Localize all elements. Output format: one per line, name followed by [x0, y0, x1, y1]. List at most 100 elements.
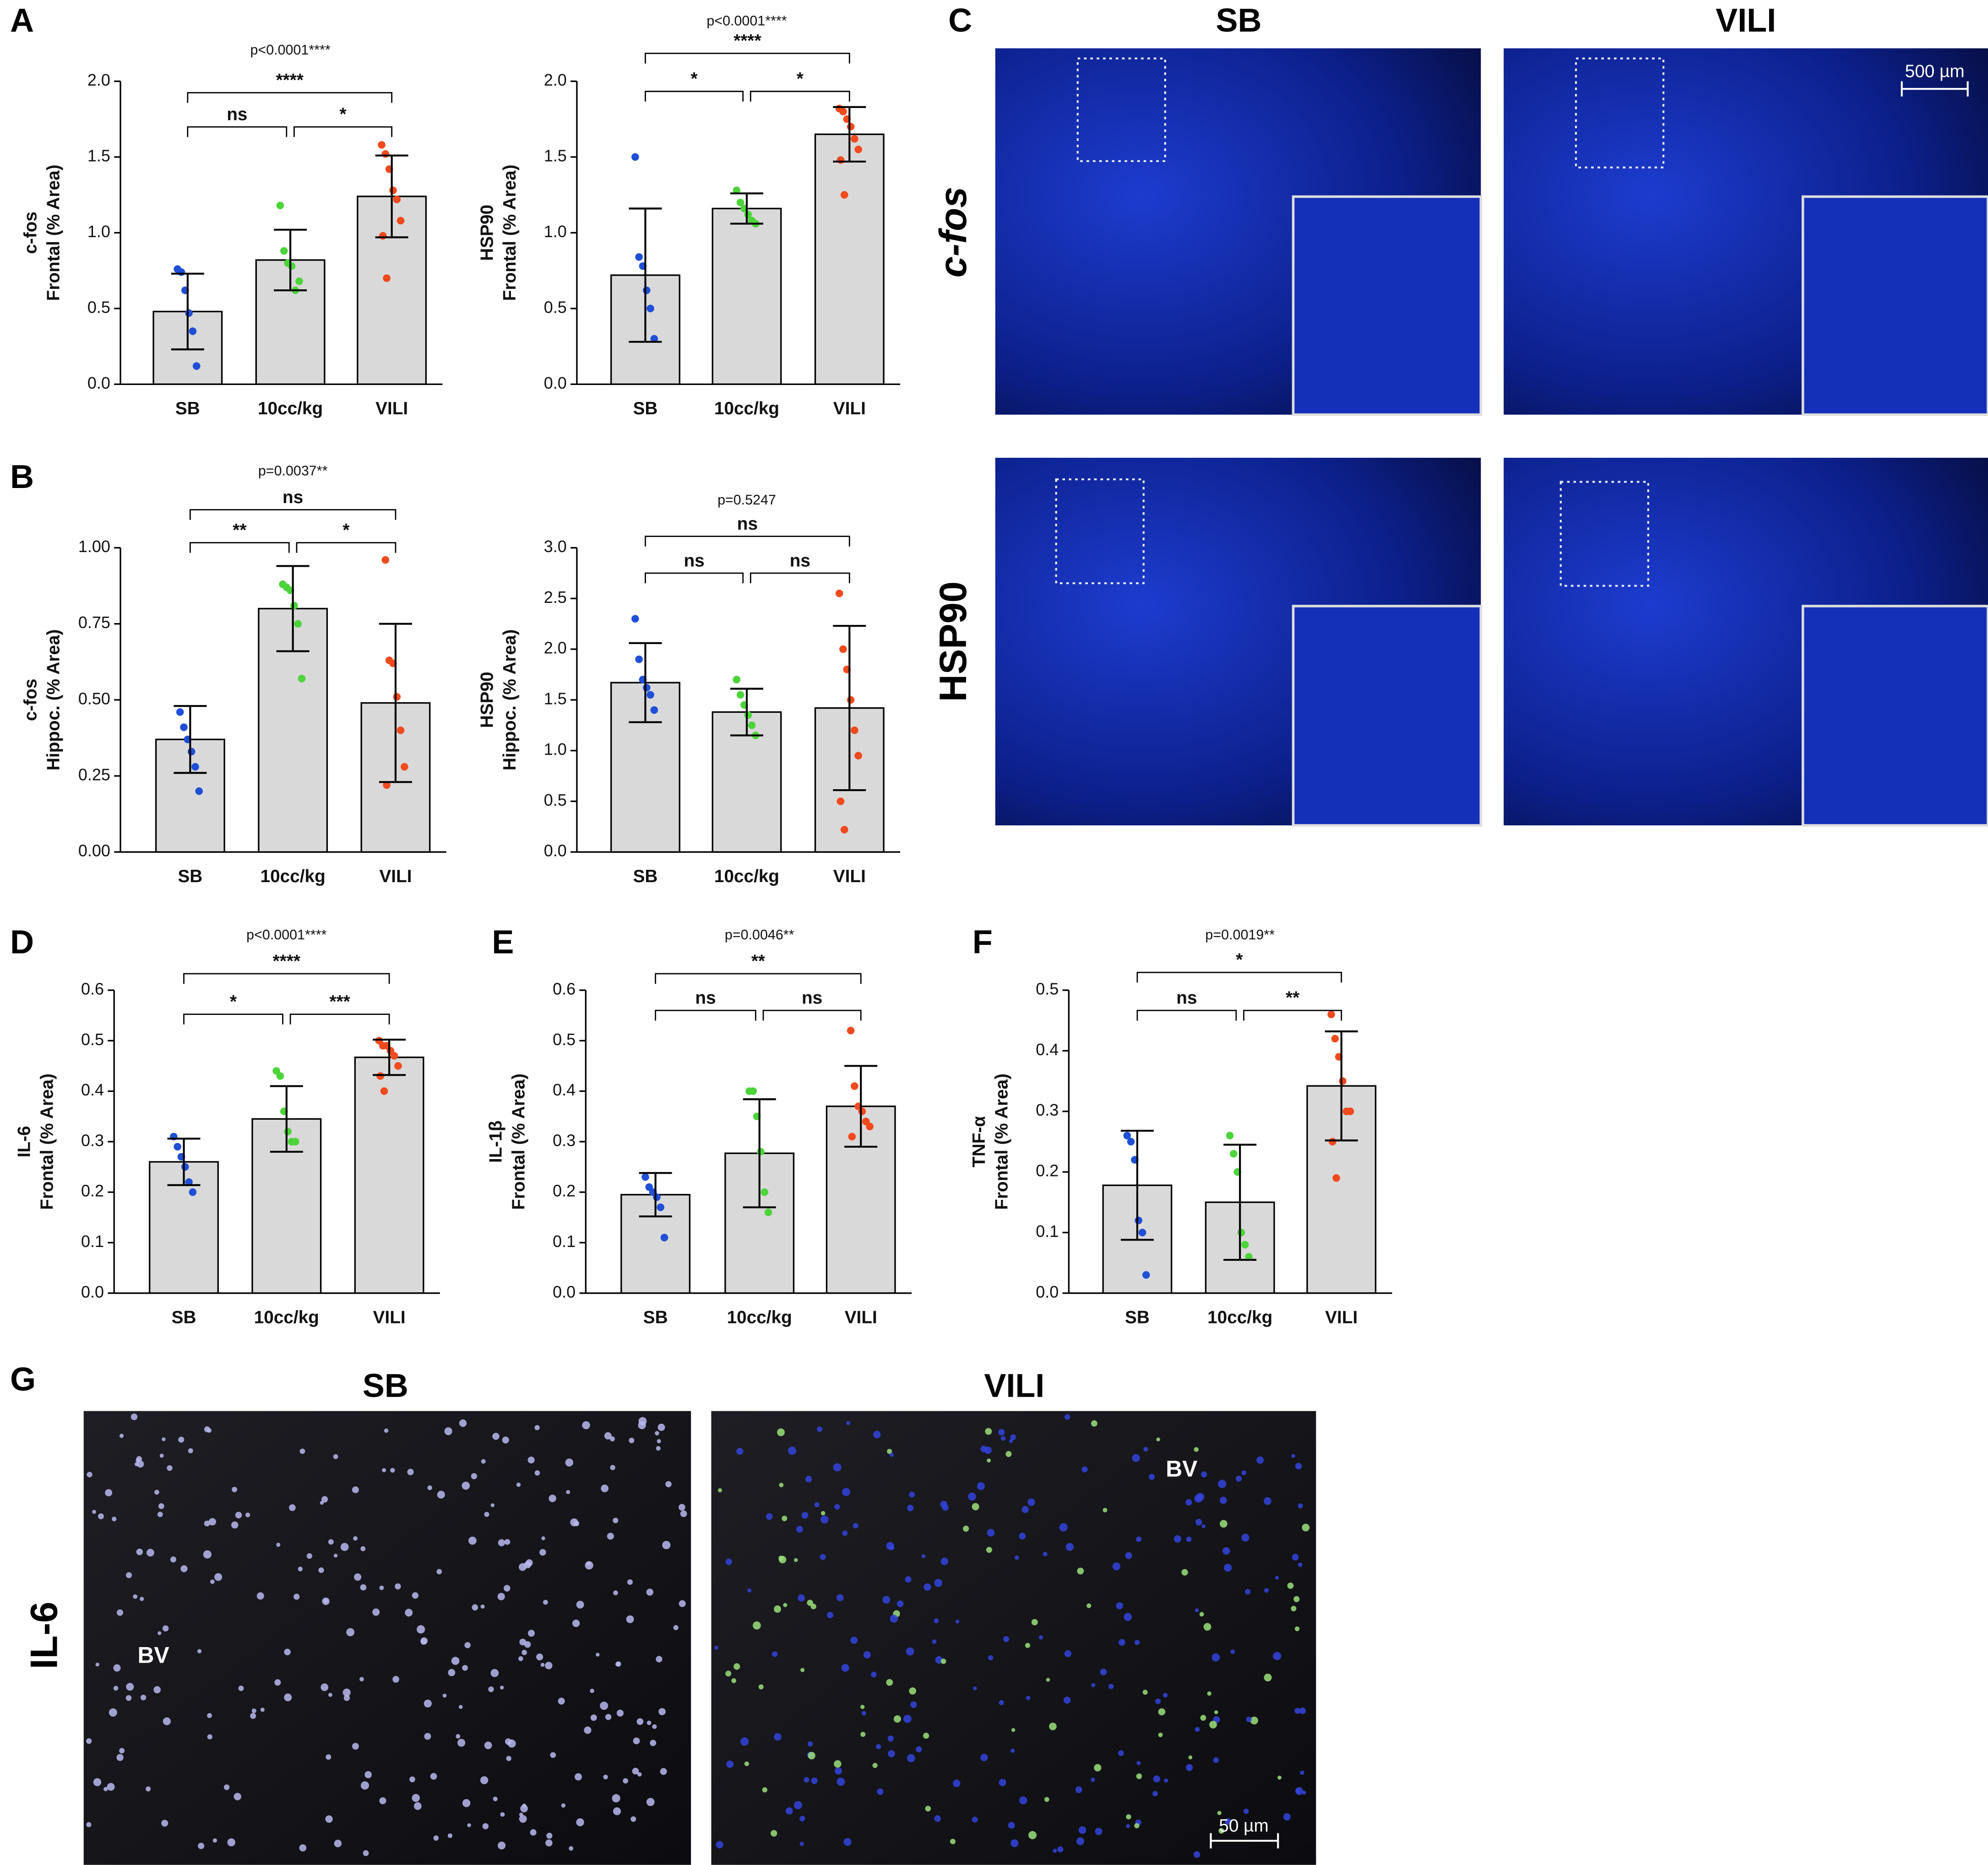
cell	[1291, 1454, 1295, 1458]
data-point	[1331, 1035, 1339, 1043]
data-point	[383, 274, 391, 282]
cell	[333, 1554, 338, 1558]
data-point	[635, 655, 643, 663]
cell	[794, 1558, 798, 1562]
data-point	[851, 726, 858, 734]
cell	[890, 1615, 898, 1623]
data-point	[642, 683, 651, 692]
cell	[814, 1502, 820, 1507]
cell	[988, 1655, 994, 1660]
bracket	[293, 126, 393, 137]
cell	[442, 1693, 447, 1698]
y-tick-label: 1.5	[544, 689, 567, 708]
cell	[1173, 1535, 1182, 1543]
significance: **	[1286, 988, 1300, 1008]
error-bar	[743, 1098, 776, 1209]
cell	[733, 1663, 740, 1670]
cell	[1149, 1474, 1155, 1480]
cell	[623, 1778, 629, 1784]
cell	[140, 1597, 144, 1601]
significance: ns	[790, 551, 810, 570]
cell	[788, 1446, 797, 1455]
cell	[1245, 1589, 1251, 1595]
cell	[1217, 1811, 1222, 1815]
cell	[896, 1600, 904, 1607]
cell	[783, 1603, 788, 1607]
cell	[320, 1501, 324, 1505]
cell	[198, 1843, 205, 1849]
cell	[119, 1748, 125, 1754]
cell	[972, 1816, 978, 1823]
data-point	[397, 217, 405, 225]
cell	[260, 1708, 265, 1712]
cell	[603, 1774, 608, 1779]
cell	[1136, 1773, 1142, 1779]
y-tick-label: 0.50	[78, 689, 110, 708]
data-point	[851, 1082, 858, 1090]
cell	[1294, 1708, 1301, 1714]
bar	[814, 133, 885, 385]
data-point	[840, 191, 848, 199]
cell	[207, 1428, 212, 1433]
cell	[497, 1593, 505, 1600]
data-point	[378, 141, 386, 149]
cell	[467, 1823, 471, 1827]
bracket	[183, 1014, 283, 1025]
error-bar	[629, 207, 662, 343]
p-value: p=0.0037**	[258, 463, 328, 478]
significance: ****	[276, 70, 304, 90]
y-tick-label: 1.5	[544, 146, 567, 165]
cell	[656, 1446, 661, 1451]
cell	[204, 1520, 210, 1527]
cell	[1209, 1720, 1217, 1729]
cell	[188, 1448, 193, 1453]
y-tick-label: 0.4	[553, 1080, 576, 1099]
cell	[1273, 1652, 1282, 1660]
data-point	[393, 693, 401, 701]
data-point	[642, 286, 651, 294]
x-tick-label: VILI	[833, 867, 866, 886]
significance: *	[797, 69, 804, 89]
cell	[133, 1594, 138, 1599]
data-point	[748, 721, 756, 729]
row-header: HSP90	[932, 581, 974, 702]
cell	[334, 1839, 342, 1848]
data-point	[749, 1087, 757, 1095]
cell	[146, 1786, 151, 1792]
cell	[1194, 1447, 1199, 1452]
y-tick-label: 0.0	[544, 374, 567, 392]
cell	[1293, 1596, 1300, 1602]
bracket	[645, 536, 850, 547]
cell	[1049, 1723, 1057, 1730]
data-point	[291, 1138, 299, 1146]
data-point	[298, 675, 306, 683]
cell	[820, 1511, 826, 1516]
cell	[1015, 1555, 1019, 1560]
data-point	[839, 645, 847, 653]
cell	[390, 1468, 395, 1473]
cell	[1153, 1775, 1160, 1783]
cell	[808, 1751, 815, 1760]
data-point	[1142, 1271, 1150, 1279]
cell	[820, 1554, 826, 1560]
cell	[968, 1492, 976, 1501]
cell	[498, 1841, 506, 1849]
cell	[458, 1705, 463, 1709]
cell	[232, 1486, 238, 1492]
cell	[1295, 1788, 1300, 1794]
cell	[539, 1549, 546, 1556]
cell	[167, 1465, 173, 1471]
data-point	[189, 1188, 197, 1196]
cell	[1126, 1814, 1131, 1820]
roi-box	[1559, 481, 1649, 587]
cell	[744, 1761, 750, 1766]
data-point	[836, 797, 845, 805]
cell	[502, 1437, 509, 1444]
column-header: VILI	[984, 1368, 1044, 1404]
cell	[492, 1432, 500, 1440]
cell	[771, 1830, 777, 1837]
cell	[1028, 1831, 1037, 1839]
cell	[834, 1760, 842, 1768]
significance: ****	[273, 951, 301, 971]
